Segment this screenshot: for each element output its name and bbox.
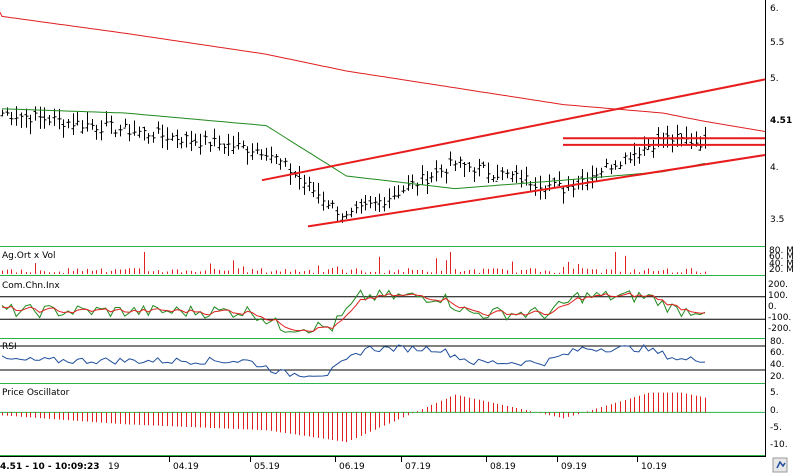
- x-tick-label: 08.19: [490, 462, 516, 472]
- cci-tick-label: 100.: [768, 291, 788, 301]
- po-tick-label: -10.: [770, 440, 788, 450]
- price-moving-averages: [0, 11, 766, 190]
- x-tick-label: 04.19: [173, 462, 199, 472]
- po-tick-label: 0.: [770, 406, 779, 416]
- trend-line: [307, 154, 766, 228]
- x-tick-label: 06.19: [339, 462, 365, 472]
- rsi-tick-label: 20.: [770, 372, 784, 382]
- y-axis-line: [765, 0, 766, 456]
- rsi-panel-title: RSI: [2, 342, 17, 352]
- price-tick-label: 6.: [770, 4, 779, 14]
- volume-tick-label: 20. M: [769, 265, 794, 275]
- last-price-box: [766, 113, 800, 126]
- rsi-tick-label: 40.: [770, 360, 784, 370]
- price-tick-label: 4.: [770, 163, 779, 173]
- cci-line: [1, 289, 706, 334]
- trend-line: [261, 78, 766, 182]
- price-tick-label: 3.5: [770, 215, 784, 225]
- last-price-label: 4.51: [770, 116, 792, 126]
- volume-panel-title: Ag.Ort x Vol: [2, 251, 56, 261]
- price-oscillator-histogram: [0, 392, 765, 443]
- po-tick-label: 5.: [770, 388, 779, 398]
- volume-tick-label: 40. M: [769, 259, 794, 269]
- price-bars: [0, 106, 708, 223]
- volume-bars: [2, 252, 706, 274]
- rsi-tick-label: 80.: [770, 337, 784, 347]
- price-tick-label: 5.5: [770, 38, 784, 48]
- x-axis: [0, 456, 766, 462]
- cci-signal-line: [1, 292, 706, 332]
- long-moving-average-line: [0, 11, 766, 132]
- cci-tick-label: 0.: [768, 302, 777, 312]
- price-tick-label: 5.: [770, 74, 779, 84]
- status-box: [0, 459, 104, 473]
- x-tick-label: 09.19: [561, 462, 587, 472]
- settings-button[interactable]: [772, 457, 788, 473]
- short-moving-average-line: [1, 108, 706, 190]
- x-tick-label: 19: [108, 462, 120, 472]
- panel-separators: [0, 246, 765, 456]
- po-tick-label: -5.: [770, 423, 782, 433]
- cci-lines: [0, 289, 765, 334]
- rsi-tick-label: 60.: [770, 348, 784, 358]
- volume-tick-label: 60. M: [769, 252, 794, 262]
- x-tick-label: 05.19: [254, 462, 280, 472]
- rsi-line: [1, 344, 706, 378]
- rsi-line: [0, 344, 765, 378]
- x-tick-label: 07.19: [405, 462, 431, 472]
- cci-tick-label: -100.: [768, 313, 791, 323]
- cci-tick-label: 200.: [768, 280, 788, 290]
- cci-tick-label: -200.: [768, 324, 791, 334]
- status-readout: 4.51 - 10 - 10:09:23: [0, 462, 100, 472]
- x-tick-label: 10.19: [641, 462, 667, 472]
- chart-icon: [776, 460, 786, 469]
- volume-tick-label: 80. M: [769, 246, 794, 256]
- price-oscillator-title: Price Oscillator: [2, 388, 70, 398]
- cci-panel-title: Com.Chn.Inx: [2, 281, 60, 291]
- trend-lines: [261, 78, 766, 228]
